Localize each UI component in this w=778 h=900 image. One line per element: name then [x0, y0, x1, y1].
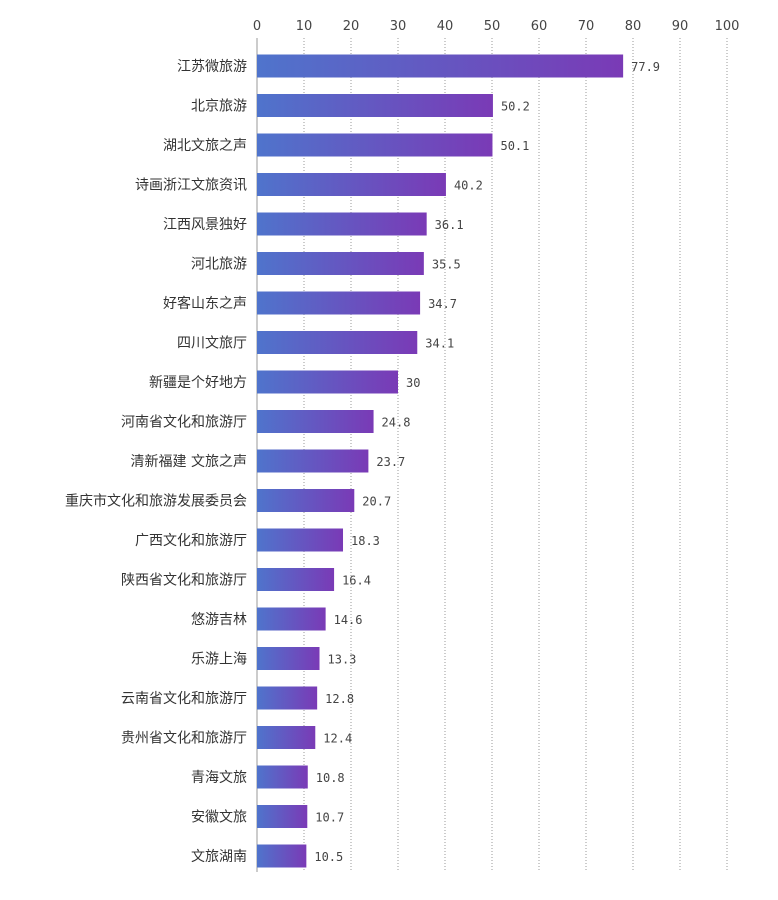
bar [257, 370, 398, 394]
category-label: 河南省文化和旅游厅 [121, 415, 247, 431]
data-label: 34.7 [428, 297, 457, 311]
bar [257, 212, 427, 236]
x-axis-ticks: 0 10 20 30 40 50 60 70 80 90 100 [253, 19, 740, 34]
category-label: 贵州省文化和旅游厅 [121, 731, 247, 747]
bar [257, 133, 493, 157]
category-label: 河北旅游 [191, 257, 247, 273]
bar [257, 844, 307, 868]
category-label: 安徽文旅 [191, 810, 247, 826]
category-label: 江苏微旅游 [177, 59, 247, 75]
data-label: 77.9 [631, 60, 660, 74]
bar [257, 726, 316, 749]
category-label: 北京旅游 [191, 99, 247, 115]
bar [257, 528, 344, 552]
value-labels: 77.9 50.2 50.1 40.2 36.1 35.5 34.7 34.1 30 24.8 23… [314, 60, 660, 864]
bar [257, 331, 418, 354]
category-label: 湖北文旅之声 [163, 138, 247, 154]
data-label: 10.7 [315, 811, 344, 825]
data-label: 16.4 [342, 574, 371, 588]
data-label: 23.7 [376, 455, 405, 469]
category-label: 青海文旅 [191, 770, 247, 786]
bar [257, 805, 308, 828]
x-tick-label: 100 [715, 19, 740, 34]
bar [257, 449, 369, 473]
data-label: 18.3 [351, 534, 380, 548]
category-label: 云南省文化和旅游厅 [121, 691, 247, 707]
bar [257, 54, 624, 78]
x-tick-label: 70 [578, 19, 595, 34]
category-label: 广西文化和旅游厅 [135, 533, 247, 549]
data-label: 10.8 [316, 771, 345, 785]
data-label: 24.8 [382, 416, 411, 430]
category-labels: 江苏微旅游北京旅游湖北文旅之声诗画浙江文旅资讯江西风景独好河北旅游好客山东之声四… [65, 59, 247, 865]
bar [257, 173, 446, 196]
data-label: 50.2 [501, 100, 530, 114]
data-label: 30 [406, 376, 420, 390]
data-label: 12.4 [323, 732, 352, 746]
bar [257, 647, 320, 670]
x-tick-label: 90 [672, 19, 689, 34]
x-tick-label: 80 [625, 19, 642, 34]
bars [257, 54, 624, 868]
data-label: 40.2 [454, 179, 483, 193]
category-label: 四川文旅厅 [177, 336, 247, 352]
category-label: 诗画浙江文旅资讯 [135, 178, 247, 194]
category-label: 乐游上海 [191, 652, 247, 668]
category-label: 江西风景独好 [163, 217, 247, 233]
bar [257, 489, 355, 512]
x-tick-label: 10 [296, 19, 313, 34]
x-tick-label: 30 [390, 19, 407, 34]
bar [257, 410, 374, 433]
x-tick-label: 40 [437, 19, 454, 34]
data-label: 13.3 [328, 653, 357, 667]
data-label: 10.5 [314, 850, 343, 864]
x-tick-label: 60 [531, 19, 548, 34]
x-tick-label: 0 [253, 19, 261, 34]
data-label: 34.1 [425, 337, 454, 351]
x-tick-label: 20 [343, 19, 360, 34]
data-label: 36.1 [435, 218, 464, 232]
category-label: 悠游吉林 [191, 612, 247, 628]
data-label: 50.1 [500, 139, 529, 153]
data-label: 12.8 [325, 692, 354, 706]
bar [257, 607, 326, 631]
bar [257, 291, 421, 315]
bar [257, 765, 308, 789]
category-label: 清新福建 文旅之声 [131, 454, 247, 470]
data-label: 14.6 [334, 613, 363, 627]
bar [257, 94, 493, 117]
data-label: 35.5 [432, 258, 461, 272]
bar [257, 686, 318, 710]
bar [257, 252, 424, 275]
category-label: 新疆是个好地方 [149, 375, 247, 391]
category-label: 陕西省文化和旅游厅 [121, 573, 247, 589]
x-tick-label: 50 [484, 19, 501, 34]
category-label: 好客山东之声 [163, 295, 247, 312]
category-label: 文旅湖南 [191, 849, 247, 865]
data-label: 20.7 [362, 495, 391, 509]
bar [257, 568, 335, 591]
category-label: 重庆市文化和旅游发展委员会 [65, 493, 247, 510]
